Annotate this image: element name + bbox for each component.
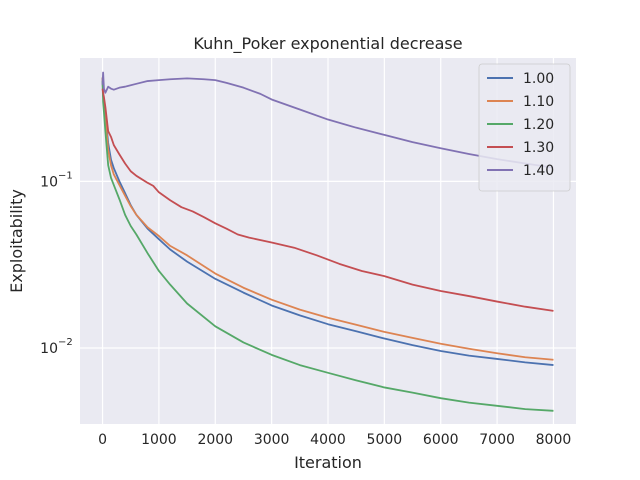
series-line [101, 77, 554, 366]
x-tick-label: 6000 [423, 432, 459, 448]
series-line [101, 71, 554, 169]
chart-title: Kuhn_Poker exponential decrease [193, 34, 462, 54]
legend-box [478, 63, 571, 192]
x-tick-label: 8000 [536, 432, 572, 448]
y-tick-labels: 10−110−2 [40, 170, 73, 357]
x-tick-labels: 0 1000 2000 3000 4000 5000 6000 7000 8000 [98, 432, 571, 448]
x-tick-label: 0 [98, 432, 107, 448]
x-tick-label: 5000 [367, 432, 403, 448]
series-layer [101, 71, 554, 412]
y-tick-label: 10 [40, 174, 58, 190]
series-line [101, 77, 554, 361]
x-tick-label: 1000 [141, 432, 177, 448]
x-tick-label: 3000 [254, 432, 290, 448]
legend-label: 1.40 [523, 163, 554, 179]
x-tick-label: 4000 [310, 432, 346, 448]
legend: 1.00 1.10 1.20 1.30 1.40 [478, 63, 571, 192]
y-tick-exponent: −1 [58, 170, 73, 181]
y-tick-exponent: −2 [58, 337, 73, 348]
legend-label: 1.00 [523, 71, 554, 87]
series-line [101, 81, 554, 412]
y-axis-label: Exploitability [7, 189, 26, 293]
y-tick-label: 10 [40, 341, 58, 357]
x-tick-label: 7000 [479, 432, 515, 448]
legend-label: 1.20 [523, 117, 554, 133]
x-tick-label: 2000 [197, 432, 233, 448]
x-axis-label: Iteration [294, 453, 362, 472]
series-line [101, 88, 554, 312]
legend-label: 1.10 [523, 94, 554, 110]
legend-label: 1.30 [523, 140, 554, 156]
